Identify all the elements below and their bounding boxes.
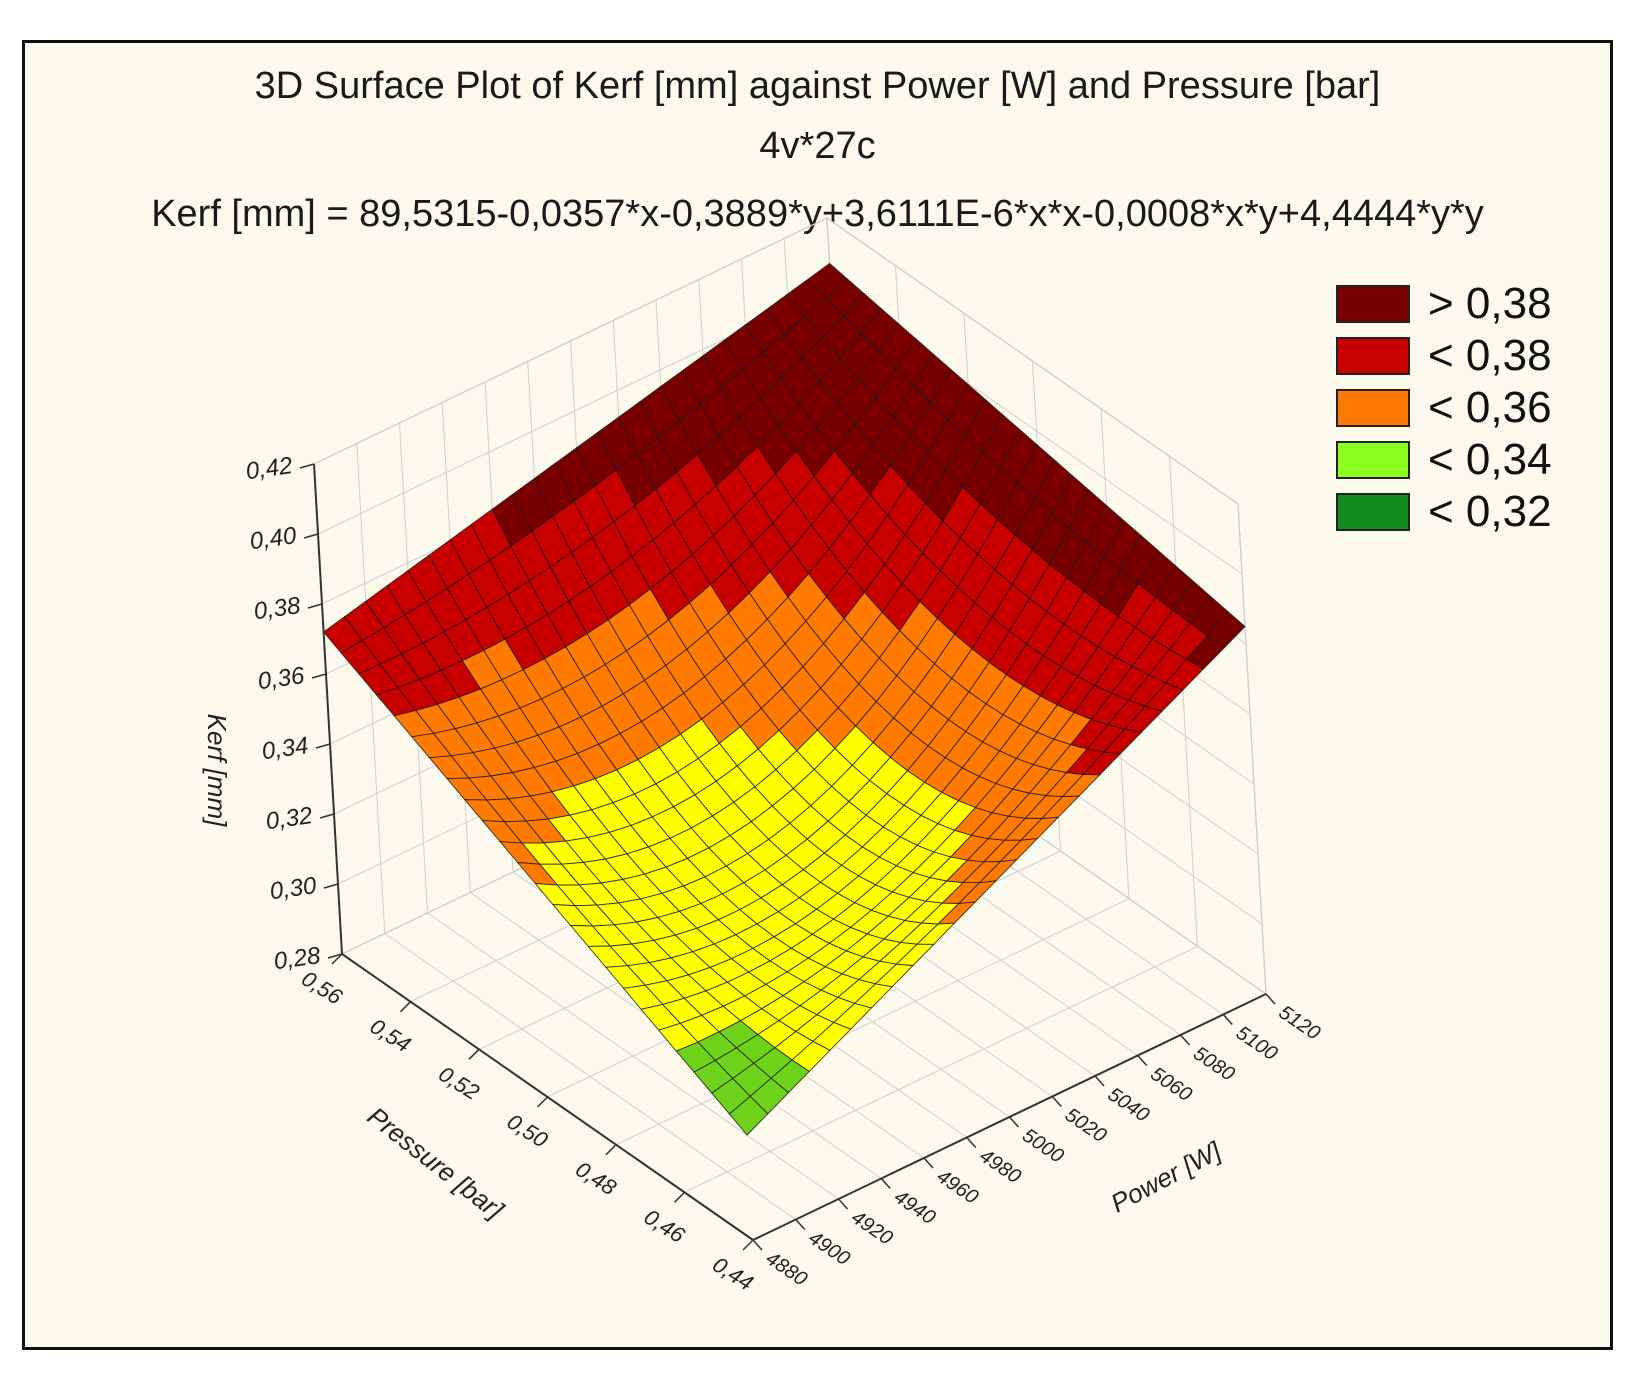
x-tick <box>795 1218 806 1231</box>
y-tick-label: 0,56 <box>297 966 347 1010</box>
legend-swatch <box>1336 441 1410 479</box>
x-tick <box>1008 1116 1020 1128</box>
x-tick <box>1051 1095 1062 1108</box>
y-tick-label: 0,52 <box>434 1061 484 1105</box>
y-tick-label: 0,44 <box>708 1252 758 1296</box>
y-tick <box>673 1191 686 1203</box>
z-tick <box>311 673 327 679</box>
z-tick <box>327 953 343 959</box>
chart-frame: 3D Surface Plot of Kerf [mm] against Pow… <box>22 40 1613 1350</box>
x-tick-label: 4940 <box>890 1186 939 1229</box>
z-tick-label: 0,28 <box>272 942 323 975</box>
y-axis-title: Pressure [bar] <box>362 1101 510 1226</box>
x-tick-label: 4980 <box>976 1145 1025 1188</box>
x-tick <box>1222 1013 1233 1026</box>
x-tick-label: 5060 <box>1147 1063 1196 1106</box>
wall-gridline <box>1237 503 1267 995</box>
z-tick-label: 0,30 <box>268 872 319 905</box>
legend-label: < 0,32 <box>1428 487 1552 536</box>
y-tick-label: 0,48 <box>571 1156 621 1200</box>
x-tick <box>966 1136 977 1149</box>
z-tick-label: 0,32 <box>264 802 314 835</box>
legend-swatch <box>1336 389 1410 427</box>
z-tick-label: 0,40 <box>248 522 299 555</box>
legend-label: > 0,38 <box>1428 279 1552 328</box>
legend-item: < 0,38 <box>1336 330 1552 382</box>
y-tick-label: 0,54 <box>366 1013 416 1057</box>
legend-item: > 0,38 <box>1336 278 1552 330</box>
z-tick-label: 0,34 <box>260 732 310 765</box>
x-tick <box>1094 1075 1105 1087</box>
z-tick-label: 0,38 <box>252 592 303 625</box>
chart-subtitle: 4v*27c <box>759 125 876 167</box>
z-axis-title: Kerf [mm] <box>202 714 232 827</box>
legend-item: < 0,34 <box>1336 434 1552 486</box>
x-tick <box>752 1239 763 1251</box>
y-tick-label: 0,50 <box>503 1109 553 1153</box>
y-tick-label: 0,46 <box>640 1204 690 1248</box>
z-axis-line <box>313 463 343 955</box>
legend-swatch <box>1336 337 1410 375</box>
legend-label: < 0,36 <box>1428 383 1552 432</box>
x-tick-label: 4960 <box>933 1165 982 1208</box>
y-tick <box>468 1048 480 1060</box>
legend-label: < 0,34 <box>1428 435 1552 484</box>
z-tick <box>303 533 319 539</box>
x-tick-label: 4900 <box>805 1227 854 1270</box>
x-tick-label: 4880 <box>762 1247 811 1290</box>
y-tick <box>742 1239 754 1251</box>
chart-title: 3D Surface Plot of Kerf [mm] against Pow… <box>254 65 1381 107</box>
y-tick <box>331 953 343 965</box>
z-tick <box>323 883 339 889</box>
y-tick <box>605 1144 617 1156</box>
z-tick <box>319 813 335 819</box>
z-tick-label: 0,42 <box>244 452 294 485</box>
floor-gridline <box>684 945 1198 1193</box>
legend-swatch <box>1336 285 1410 323</box>
x-tick <box>837 1198 849 1210</box>
x-tick <box>1137 1054 1148 1067</box>
surface-cell <box>1206 610 1246 649</box>
legend-swatch <box>1336 493 1410 531</box>
y-tick <box>536 1096 549 1108</box>
x-tick <box>880 1177 891 1190</box>
z-tick-label: 0,36 <box>256 662 307 695</box>
x-tick-label: 5100 <box>1232 1022 1281 1065</box>
chart-equation: Kerf [mm] = 89,5315-0,0357*x-0,3889*y+3,… <box>151 193 1484 235</box>
z-tick <box>315 743 331 749</box>
x-axis-title: Power [W] <box>1106 1135 1227 1218</box>
x-tick <box>923 1157 934 1169</box>
y-tick <box>399 1001 412 1013</box>
wall-gridline <box>1169 456 1198 947</box>
surface-layer <box>322 262 1246 1136</box>
legend-item: < 0,36 <box>1336 382 1552 434</box>
x-tick-label: 5120 <box>1275 1001 1324 1044</box>
z-tick <box>307 603 323 609</box>
x-tick <box>1179 1034 1191 1046</box>
x-tick-label: 5020 <box>1061 1104 1110 1147</box>
z-tick <box>299 463 315 469</box>
legend-label: < 0,38 <box>1428 331 1552 380</box>
legend: > 0,38 < 0,38 < 0,36 < 0,34 < 0,32 <box>1336 278 1552 538</box>
x-tick-label: 5080 <box>1189 1042 1238 1085</box>
floor-gridline <box>615 898 1130 1146</box>
x-tick <box>1265 993 1276 1005</box>
legend-item: < 0,32 <box>1336 486 1552 538</box>
wall-gridline <box>313 217 828 465</box>
x-tick-label: 5040 <box>1104 1083 1153 1126</box>
x-tick-label: 5000 <box>1018 1124 1067 1167</box>
x-tick-label: 4920 <box>847 1206 896 1249</box>
